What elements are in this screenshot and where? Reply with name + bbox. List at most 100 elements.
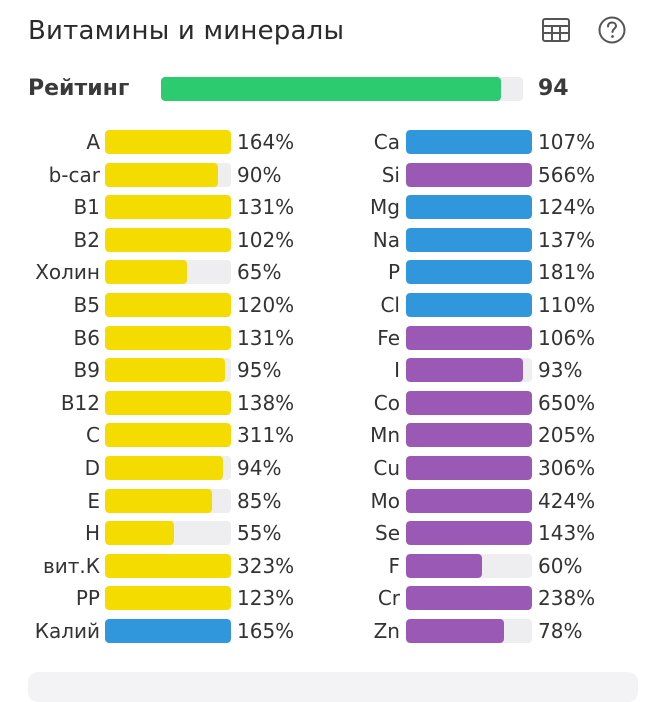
- vitamin-name: B5: [73, 292, 100, 317]
- vitamin-bar-fill: [105, 130, 231, 154]
- vitamin-percent: 131%: [237, 325, 295, 350]
- vitamin-row[interactable]: A 164%: [0, 126, 320, 159]
- vitamin-row[interactable]: D 94%: [0, 452, 320, 485]
- vitamin-row[interactable]: вит.К 323%: [0, 550, 320, 583]
- mineral-percent: 238%: [538, 586, 596, 611]
- vitamin-row[interactable]: B9 95%: [0, 354, 320, 387]
- vitamin-bar: [105, 227, 231, 252]
- vitamin-bar-fill: [105, 423, 231, 448]
- mineral-row[interactable]: Si 566%: [320, 159, 640, 192]
- mineral-name: F: [388, 553, 400, 578]
- vitamin-bar: [105, 488, 231, 513]
- mineral-name: Zn: [373, 618, 400, 643]
- mineral-bar: [406, 521, 532, 546]
- vitamin-bar-fill: [105, 162, 219, 187]
- vitamin-row[interactable]: B12 138%: [0, 387, 320, 420]
- mineral-percent: 143%: [538, 521, 596, 546]
- vitamin-row[interactable]: B5 120%: [0, 289, 320, 322]
- mineral-name: Co: [373, 390, 400, 415]
- vitamin-row[interactable]: C 311%: [0, 419, 320, 452]
- vitamin-bar: [105, 325, 231, 350]
- mineral-percent: 205%: [538, 423, 596, 448]
- vitamin-row[interactable]: E 85%: [0, 485, 320, 518]
- vitamin-percent: 138%: [237, 390, 295, 415]
- vitamin-name: B12: [60, 390, 100, 415]
- vitamin-row[interactable]: B2 102%: [0, 224, 320, 257]
- mineral-bar: [406, 390, 532, 415]
- help-icon[interactable]: [596, 14, 628, 46]
- vitamin-name: E: [87, 488, 100, 513]
- vitamin-bar: [105, 423, 231, 448]
- vitamin-row[interactable]: b-car 90%: [0, 159, 320, 192]
- mineral-bar-fill: [406, 553, 482, 578]
- mineral-name: Ca: [373, 130, 400, 154]
- mineral-row[interactable]: Cr 238%: [320, 582, 640, 615]
- mineral-percent: 124%: [538, 195, 596, 220]
- vitamin-bar: [105, 358, 231, 383]
- vitamins-column: A 164% b-car 90% B1 131% B2 102% Холин 65% B5 120% B…: [0, 126, 320, 648]
- table-icon[interactable]: [540, 14, 572, 46]
- mineral-name: Fe: [377, 325, 400, 350]
- vitamin-row[interactable]: Холин 65%: [0, 256, 320, 289]
- vitamin-bar-fill: [105, 455, 224, 480]
- mineral-bar: [406, 292, 532, 317]
- vitamin-percent: 90%: [237, 162, 282, 187]
- mineral-name: Cu: [373, 455, 400, 480]
- mineral-name: Si: [381, 162, 400, 187]
- mineral-row[interactable]: Mg 124%: [320, 191, 640, 224]
- mineral-row[interactable]: Se 143%: [320, 517, 640, 550]
- mineral-row[interactable]: Mo 424%: [320, 485, 640, 518]
- vitamin-bar-fill: [105, 488, 213, 513]
- vitamin-row[interactable]: Калий 165%: [0, 615, 320, 648]
- vitamin-bar: [105, 292, 231, 317]
- mineral-row[interactable]: Ca 107%: [320, 126, 640, 159]
- vitamin-bar: [105, 455, 231, 480]
- mineral-percent: 110%: [538, 292, 596, 317]
- mineral-row[interactable]: P 181%: [320, 256, 640, 289]
- minerals-column: Ca 107% Si 566% Mg 124% Na 137% P 181% Cl 110% Fe 106…: [320, 126, 640, 648]
- mineral-bar-fill: [406, 455, 532, 480]
- rating-bar-fill: [161, 77, 502, 101]
- vitamin-name: B1: [73, 195, 100, 220]
- mineral-name: Na: [372, 227, 400, 252]
- mineral-row[interactable]: Co 650%: [320, 387, 640, 420]
- mineral-percent: 137%: [538, 227, 596, 252]
- mineral-row[interactable]: I 93%: [320, 354, 640, 387]
- mineral-name: Mn: [370, 423, 400, 448]
- rating-row: Рейтинг 94: [28, 72, 638, 108]
- mineral-bar: [406, 586, 532, 611]
- mineral-row[interactable]: Zn 78%: [320, 615, 640, 648]
- vitamin-bar-fill: [105, 521, 175, 546]
- vitamin-name: H: [84, 521, 100, 546]
- vitamin-row[interactable]: PP 123%: [0, 582, 320, 615]
- mineral-row[interactable]: Mn 205%: [320, 419, 640, 452]
- mineral-row[interactable]: Cl 110%: [320, 289, 640, 322]
- mineral-bar-fill: [406, 227, 532, 252]
- mineral-percent: 306%: [538, 455, 596, 480]
- mineral-row[interactable]: Na 137%: [320, 224, 640, 257]
- mineral-percent: 107%: [538, 130, 596, 154]
- mineral-bar-fill: [406, 521, 532, 546]
- mineral-bar: [406, 260, 532, 285]
- vitamin-row[interactable]: B1 131%: [0, 191, 320, 224]
- vitamin-bar-fill: [105, 390, 231, 415]
- vitamin-row[interactable]: H 55%: [0, 517, 320, 550]
- mineral-bar: [406, 455, 532, 480]
- mineral-bar-fill: [406, 325, 532, 350]
- vitamin-bar: [105, 618, 231, 643]
- mineral-row[interactable]: Fe 106%: [320, 322, 640, 355]
- vitamin-name: C: [86, 423, 100, 448]
- mineral-row[interactable]: F 60%: [320, 550, 640, 583]
- vitamin-percent: 55%: [237, 521, 282, 546]
- mineral-percent: 93%: [538, 358, 583, 383]
- vitamin-bar: [105, 195, 231, 220]
- mineral-percent: 106%: [538, 325, 596, 350]
- mineral-name: P: [387, 260, 400, 285]
- vitamin-percent: 165%: [237, 618, 295, 643]
- vitamin-bar: [105, 260, 231, 285]
- nutrients-header: Витамины и минералы: [28, 12, 638, 52]
- mineral-row[interactable]: Cu 306%: [320, 452, 640, 485]
- vitamin-bar-fill: [105, 325, 231, 350]
- vitamin-bar: [105, 521, 231, 546]
- vitamin-row[interactable]: B6 131%: [0, 322, 320, 355]
